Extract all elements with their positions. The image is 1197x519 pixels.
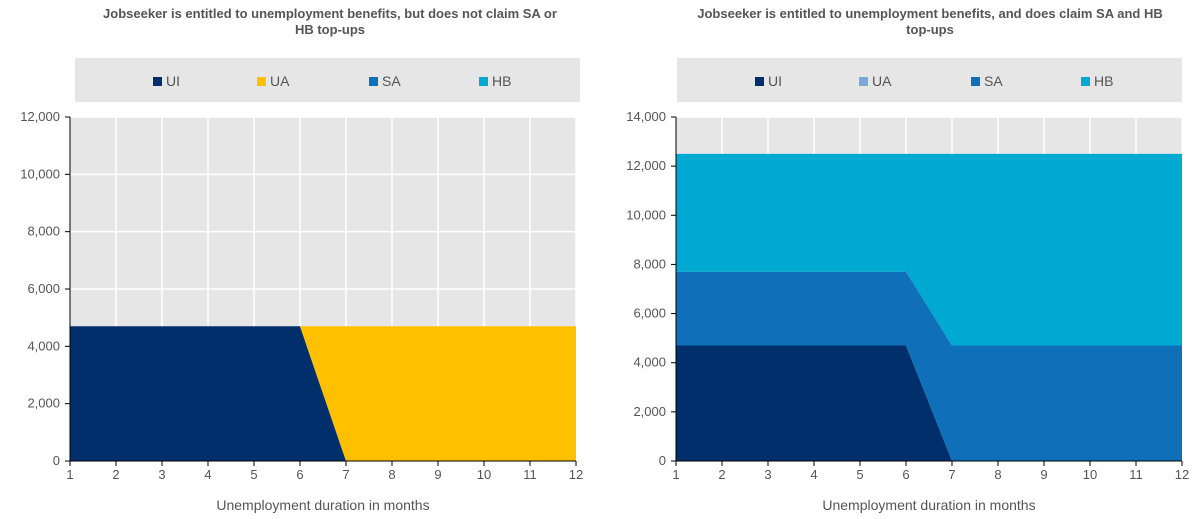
y-tick-label: 12,000 xyxy=(20,109,60,124)
y-tick-label: 8,000 xyxy=(27,224,60,239)
legend-swatch xyxy=(479,76,488,86)
area-series-ua xyxy=(70,326,576,461)
x-tick-label: 5 xyxy=(250,467,257,482)
x-tick-label: 9 xyxy=(434,467,441,482)
x-tick-label: 1 xyxy=(672,467,679,482)
x-tick-label: 2 xyxy=(718,467,725,482)
chart-title: Jobseeker is entitled to unemployment be… xyxy=(697,6,1163,37)
x-tick-label: 10 xyxy=(477,467,491,482)
legend-label: HB xyxy=(1094,73,1114,89)
legend-label: UI xyxy=(166,73,180,89)
x-tick-label: 1 xyxy=(66,467,73,482)
legend-item-sa: SA xyxy=(369,73,401,89)
y-tick-label: 6,000 xyxy=(27,281,60,296)
legend-item-ui: UI xyxy=(755,73,782,89)
y-tick-label: 6,000 xyxy=(633,306,666,321)
x-tick-label: 8 xyxy=(994,467,1001,482)
x-tick-label: 10 xyxy=(1083,467,1097,482)
legend-swatch xyxy=(369,76,378,86)
y-tick-label: 10,000 xyxy=(626,207,666,222)
legend-swatch xyxy=(257,76,266,86)
legend-label: UA xyxy=(872,73,892,89)
y-tick-label: 4,000 xyxy=(27,338,60,353)
legend-label: HB xyxy=(492,73,512,89)
x-axis-title: Unemployment duration in months xyxy=(822,497,1035,513)
x-tick-label: 2 xyxy=(112,467,119,482)
legend-swatch xyxy=(859,76,868,86)
legend-item-hb: HB xyxy=(479,73,511,89)
y-tick-label: 0 xyxy=(53,453,60,468)
y-tick-label: 8,000 xyxy=(633,256,666,271)
x-tick-label: 3 xyxy=(764,467,771,482)
y-tick-label: 14,000 xyxy=(626,109,666,124)
y-tick-label: 2,000 xyxy=(27,396,60,411)
x-tick-label: 6 xyxy=(296,467,303,482)
legend-item-ui: UI xyxy=(153,73,180,89)
x-tick-label: 5 xyxy=(856,467,863,482)
chart-legend: UI UA SA HB xyxy=(677,58,1182,102)
legend-swatch xyxy=(153,76,162,86)
y-tick-label: 0 xyxy=(659,453,666,468)
legend-swatch xyxy=(755,76,764,86)
x-tick-label: 7 xyxy=(948,467,955,482)
legend-item-sa: SA xyxy=(971,73,1003,89)
legend-item-ua: UA xyxy=(257,73,289,89)
area-series-hb xyxy=(676,153,1182,346)
x-tick-label: 11 xyxy=(1129,467,1143,482)
chart-title: Jobseeker is entitled to unemployment be… xyxy=(103,6,557,37)
area-series-sa xyxy=(676,271,1182,461)
x-tick-label: 4 xyxy=(810,467,817,482)
chart-panel-right: Jobseeker is entitled to unemployment be… xyxy=(600,0,1197,519)
y-tick-label: 4,000 xyxy=(633,355,666,370)
x-tick-label: 12 xyxy=(569,467,583,482)
x-axis-title: Unemployment duration in months xyxy=(216,497,429,513)
legend-item-hb: HB xyxy=(1081,73,1113,89)
x-tick-label: 3 xyxy=(158,467,165,482)
x-tick-label: 8 xyxy=(388,467,395,482)
legend-label: SA xyxy=(382,73,401,89)
x-tick-label: 6 xyxy=(902,467,909,482)
legend-swatch xyxy=(971,76,980,86)
legend-label: UA xyxy=(270,73,290,89)
y-tick-label: 2,000 xyxy=(633,404,666,419)
chart-plot: 0 2,000 4,000 6,000 8,000 10,000 12,000 14,000 1… xyxy=(626,109,1189,513)
y-tick-label: 12,000 xyxy=(626,158,666,173)
y-tick-label: 10,000 xyxy=(20,166,60,181)
legend-label: SA xyxy=(984,73,1003,89)
chart-legend: UI UA SA HB xyxy=(75,58,580,102)
x-tick-label: 4 xyxy=(204,467,211,482)
x-tick-label: 9 xyxy=(1040,467,1047,482)
legend-label: UI xyxy=(768,73,782,89)
x-tick-label: 11 xyxy=(523,467,537,482)
chart-panel-left: Jobseeker is entitled to unemployment be… xyxy=(20,6,583,513)
legend-item-ua: UA xyxy=(859,73,891,89)
x-tick-label: 12 xyxy=(1175,467,1189,482)
legend-swatch xyxy=(1081,76,1090,86)
x-tick-label: 7 xyxy=(342,467,349,482)
